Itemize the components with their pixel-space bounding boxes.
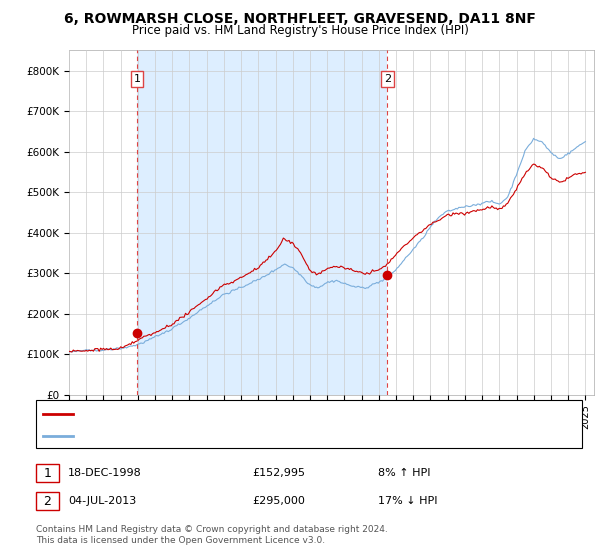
- Bar: [137, 50, 388, 395]
- Text: 1: 1: [134, 74, 140, 84]
- Text: HPI: Average price, detached house, Gravesham: HPI: Average price, detached house, Grav…: [79, 431, 332, 441]
- Text: 2: 2: [43, 494, 52, 508]
- Text: 18-DEC-1998: 18-DEC-1998: [68, 468, 142, 478]
- Text: 17% ↓ HPI: 17% ↓ HPI: [378, 496, 437, 506]
- Text: £295,000: £295,000: [252, 496, 305, 506]
- Text: 1: 1: [43, 466, 52, 480]
- Text: 2: 2: [384, 74, 391, 84]
- Text: 04-JUL-2013: 04-JUL-2013: [68, 496, 136, 506]
- Text: Price paid vs. HM Land Registry's House Price Index (HPI): Price paid vs. HM Land Registry's House …: [131, 24, 469, 36]
- Text: 8% ↑ HPI: 8% ↑ HPI: [378, 468, 431, 478]
- Text: Contains HM Land Registry data © Crown copyright and database right 2024.
This d: Contains HM Land Registry data © Crown c…: [36, 525, 388, 545]
- Text: £152,995: £152,995: [252, 468, 305, 478]
- Text: 6, ROWMARSH CLOSE, NORTHFLEET, GRAVESEND, DA11 8NF (detached house): 6, ROWMARSH CLOSE, NORTHFLEET, GRAVESEND…: [79, 409, 491, 419]
- Text: 6, ROWMARSH CLOSE, NORTHFLEET, GRAVESEND, DA11 8NF: 6, ROWMARSH CLOSE, NORTHFLEET, GRAVESEND…: [64, 12, 536, 26]
